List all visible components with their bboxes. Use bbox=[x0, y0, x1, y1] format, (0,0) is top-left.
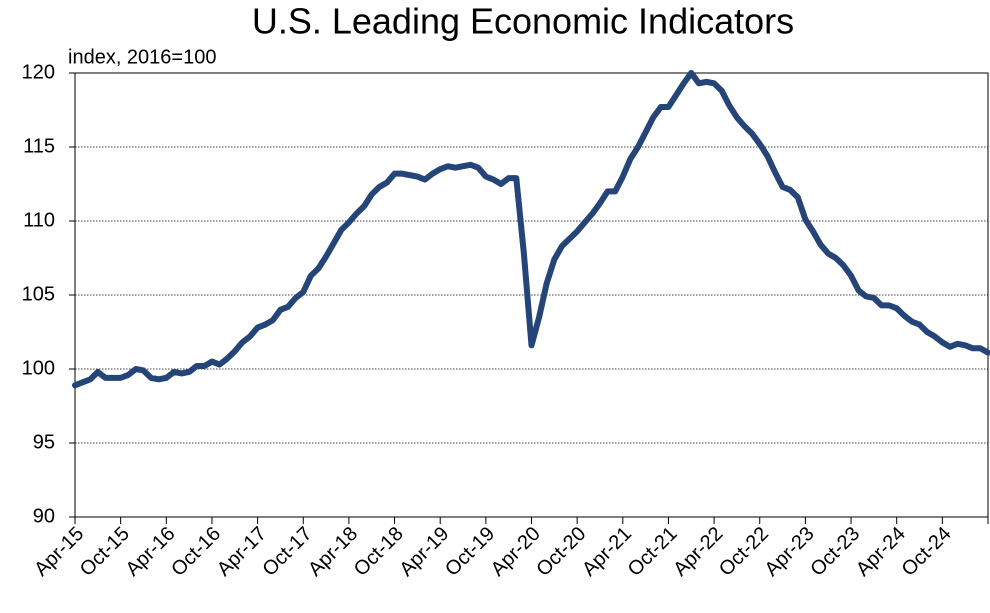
x-tick-label: Apr-22 bbox=[669, 523, 727, 581]
x-tick-label: Apr-17 bbox=[213, 523, 271, 581]
y-tick-label: 105 bbox=[22, 283, 55, 305]
x-tick-label: Apr-24 bbox=[852, 523, 910, 581]
x-tick-label: Apr-19 bbox=[395, 523, 453, 581]
data-line bbox=[72, 70, 990, 389]
y-tick-label: 110 bbox=[23, 209, 55, 231]
x-tick-label: Oct-22 bbox=[715, 523, 773, 581]
y-tick-label: 95 bbox=[33, 431, 55, 453]
x-tick-label: Oct-20 bbox=[532, 523, 590, 581]
x-tick-label: Oct-18 bbox=[350, 523, 408, 581]
chart-title: U.S. Leading Economic Indicators bbox=[252, 1, 794, 42]
x-tick-label: Oct-21 bbox=[624, 523, 682, 581]
x-tick-label: Oct-16 bbox=[167, 523, 225, 581]
x-tick-label: Apr-18 bbox=[304, 523, 362, 581]
y-tick-label: 120 bbox=[22, 61, 55, 83]
y-tick-label: 115 bbox=[23, 135, 55, 157]
x-tick-label: Apr-20 bbox=[487, 523, 545, 581]
x-tick-label: Oct-19 bbox=[441, 523, 499, 581]
x-tick-label: Apr-23 bbox=[761, 523, 819, 581]
x-tick-label: Oct-24 bbox=[898, 523, 956, 581]
x-tick-label: Apr-15 bbox=[30, 523, 88, 581]
y-axis-label: index, 2016=100 bbox=[68, 46, 216, 68]
x-tick-label: Apr-21 bbox=[578, 523, 636, 581]
x-tick-label: Oct-23 bbox=[806, 523, 864, 581]
x-tick-label: Oct-17 bbox=[259, 523, 317, 581]
y-tick-label: 90 bbox=[33, 505, 55, 527]
x-tick-label: Apr-16 bbox=[122, 523, 180, 581]
x-tick-label: Oct-15 bbox=[76, 523, 134, 581]
y-tick-label: 100 bbox=[22, 357, 55, 379]
